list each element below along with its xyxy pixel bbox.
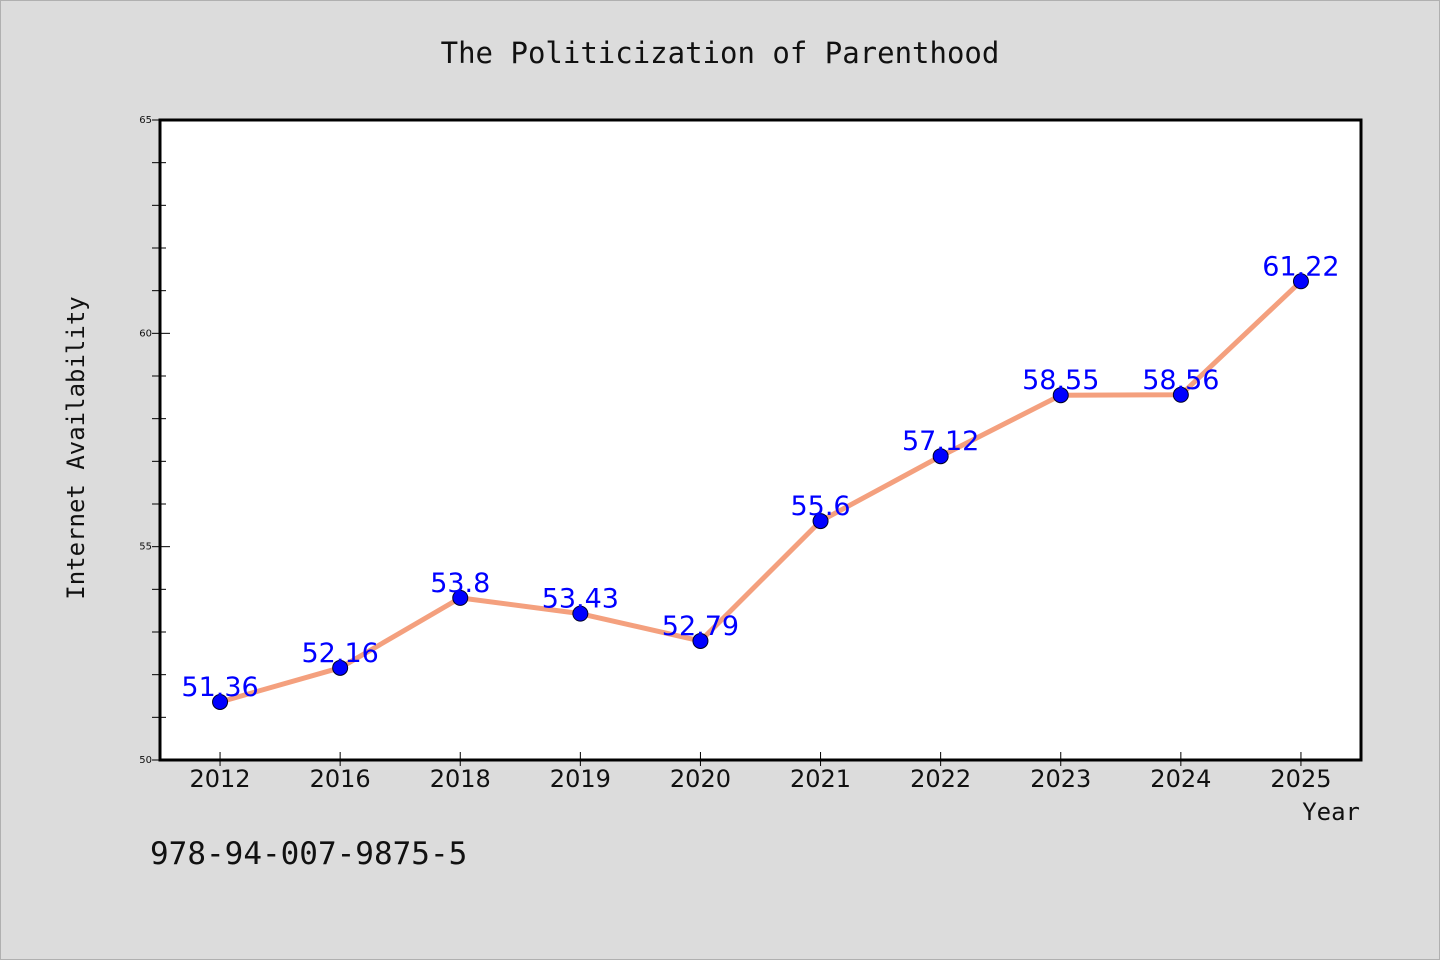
isbn-text: 978-94-007-9875-5: [150, 836, 467, 872]
data-point: [572, 605, 589, 622]
data-label: 61.22: [1262, 251, 1339, 282]
y-tick-label: 65: [139, 115, 152, 126]
data-label: 57.12: [902, 426, 979, 457]
chart-title: The Politicization of Parenthood: [441, 36, 1000, 70]
x-tick-label: 2012: [190, 765, 251, 793]
data-point: [932, 448, 949, 465]
x-tick-label: 2024: [1150, 765, 1211, 793]
x-tick-label: 2020: [670, 765, 731, 793]
data-point: [1292, 273, 1309, 290]
y-tick-label: 50: [139, 755, 152, 766]
x-axis: 2012 2016 2018 2019 2020 2021 2022 2023 2024 2025: [190, 752, 1331, 793]
plot-frame: [158, 118, 1363, 762]
x-tick-label: 2016: [310, 765, 371, 793]
data-point: [212, 693, 229, 710]
data-label: 53.8: [430, 568, 490, 599]
x-tick-label: 2022: [910, 765, 971, 793]
data-label: 52.79: [662, 611, 739, 642]
data-labels: 51.36 52.16 53.8 53.43 52.79 55.6 57.12 58.55 58…: [181, 251, 1339, 703]
data-point: [812, 513, 829, 530]
data-label: 53.43: [542, 584, 619, 615]
data-point: [1172, 386, 1189, 403]
x-tick-label: 2023: [1030, 765, 1091, 793]
y-tick-label: 60: [139, 328, 152, 339]
x-tick-label: 2025: [1270, 765, 1331, 793]
data-point: [692, 632, 709, 649]
x-tick-label: 2018: [430, 765, 491, 793]
x-tick-label: 2021: [790, 765, 851, 793]
data-point: [1052, 387, 1069, 404]
data-point: [452, 589, 469, 606]
data-label: 58.55: [1022, 365, 1099, 396]
data-label: 58.56: [1142, 365, 1219, 396]
data-label: 51.36: [181, 672, 258, 703]
data-label: 52.16: [302, 638, 379, 669]
y-tick-label: 55: [139, 542, 152, 553]
data-point: [332, 659, 349, 676]
x-tick-label: 2019: [550, 765, 611, 793]
data-label: 55.6: [790, 491, 850, 522]
x-axis-label: Year: [1302, 798, 1360, 826]
y-axis-label: Internet Availability: [62, 296, 90, 599]
series-line: [217, 278, 1304, 705]
series-markers: [212, 273, 1309, 710]
